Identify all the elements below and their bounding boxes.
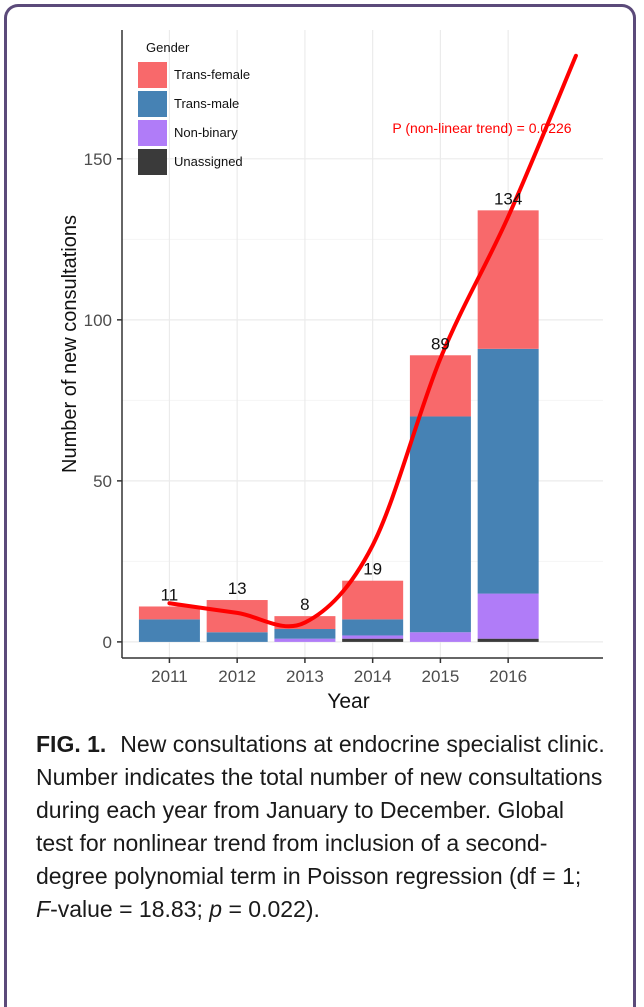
caption-fvalue: -value = 18.83;: [50, 896, 210, 922]
legend-swatch: [138, 149, 167, 175]
trend-line: [167, 53, 578, 629]
legend-label: Unassigned: [174, 154, 243, 169]
x-tick-label: 2011: [151, 667, 188, 686]
caption-label: FIG. 1.: [36, 731, 107, 757]
trend-annotation: P (non-linear trend) = 0.0226: [392, 120, 571, 136]
legend-label: Trans-male: [174, 96, 239, 111]
legend-title: Gender: [146, 40, 190, 55]
x-tick-label: 2013: [286, 667, 324, 686]
bar-segment-non-binary: [409, 632, 471, 642]
caption-f: F: [36, 896, 51, 922]
total-label: 89: [431, 334, 450, 353]
total-label: 19: [363, 560, 382, 579]
total-label: 13: [228, 579, 247, 598]
bar-segment-non-binary: [342, 635, 404, 639]
bar-segment-trans-female: [342, 580, 404, 620]
y-tick-label: 150: [84, 150, 112, 169]
x-tick-label: 2016: [489, 667, 527, 686]
legend-swatch: [138, 120, 167, 146]
bar-segment-trans-female: [206, 600, 268, 633]
bar-segment-trans-male: [409, 416, 471, 633]
bar-segment-trans-male: [138, 619, 200, 642]
x-tick-label: 2015: [421, 667, 459, 686]
legend-swatch: [138, 91, 167, 117]
y-tick-label: 100: [84, 311, 112, 330]
legend-swatch: [138, 62, 167, 88]
caption-p: p: [209, 896, 223, 922]
bar-segment-trans-female: [477, 210, 539, 349]
bar-segment-trans-male: [477, 348, 539, 594]
figure-caption: FIG. 1. New consultations at endocrine sp…: [36, 728, 606, 926]
x-tick-label: 2014: [354, 667, 392, 686]
caption-pvalue: = 0.022).: [222, 896, 320, 922]
y-axis-title: Number of new consultations: [59, 215, 81, 473]
chart: 11 13 8 19 89 134 0 50 100 150 2011 2012 2013 2014 201…: [59, 30, 603, 713]
total-label: 134: [494, 189, 522, 208]
legend-label: Trans-female: [174, 67, 250, 82]
bar-segment-non-binary: [477, 593, 539, 639]
total-label: 11: [161, 585, 179, 604]
bar-segment-trans-male: [342, 619, 404, 636]
y-tick-label: 0: [103, 633, 112, 652]
bar-segment-trans-male: [206, 632, 268, 642]
x-axis-title: Year: [327, 690, 369, 713]
bar-segment-trans-female: [409, 355, 471, 417]
bar-segment-non-binary: [274, 638, 336, 642]
x-tick-label: 2012: [218, 667, 256, 686]
y-tick-label: 50: [93, 472, 112, 491]
legend-label: Non-binary: [174, 125, 238, 140]
bar-segment-unassigned: [342, 638, 404, 642]
bar-segment-trans-male: [274, 629, 336, 639]
caption-text: New consultations at endocrine specialis…: [36, 731, 605, 889]
bar-segment-unassigned: [477, 638, 539, 642]
bar-segment-trans-female: [138, 606, 200, 620]
total-label: 8: [300, 595, 309, 614]
